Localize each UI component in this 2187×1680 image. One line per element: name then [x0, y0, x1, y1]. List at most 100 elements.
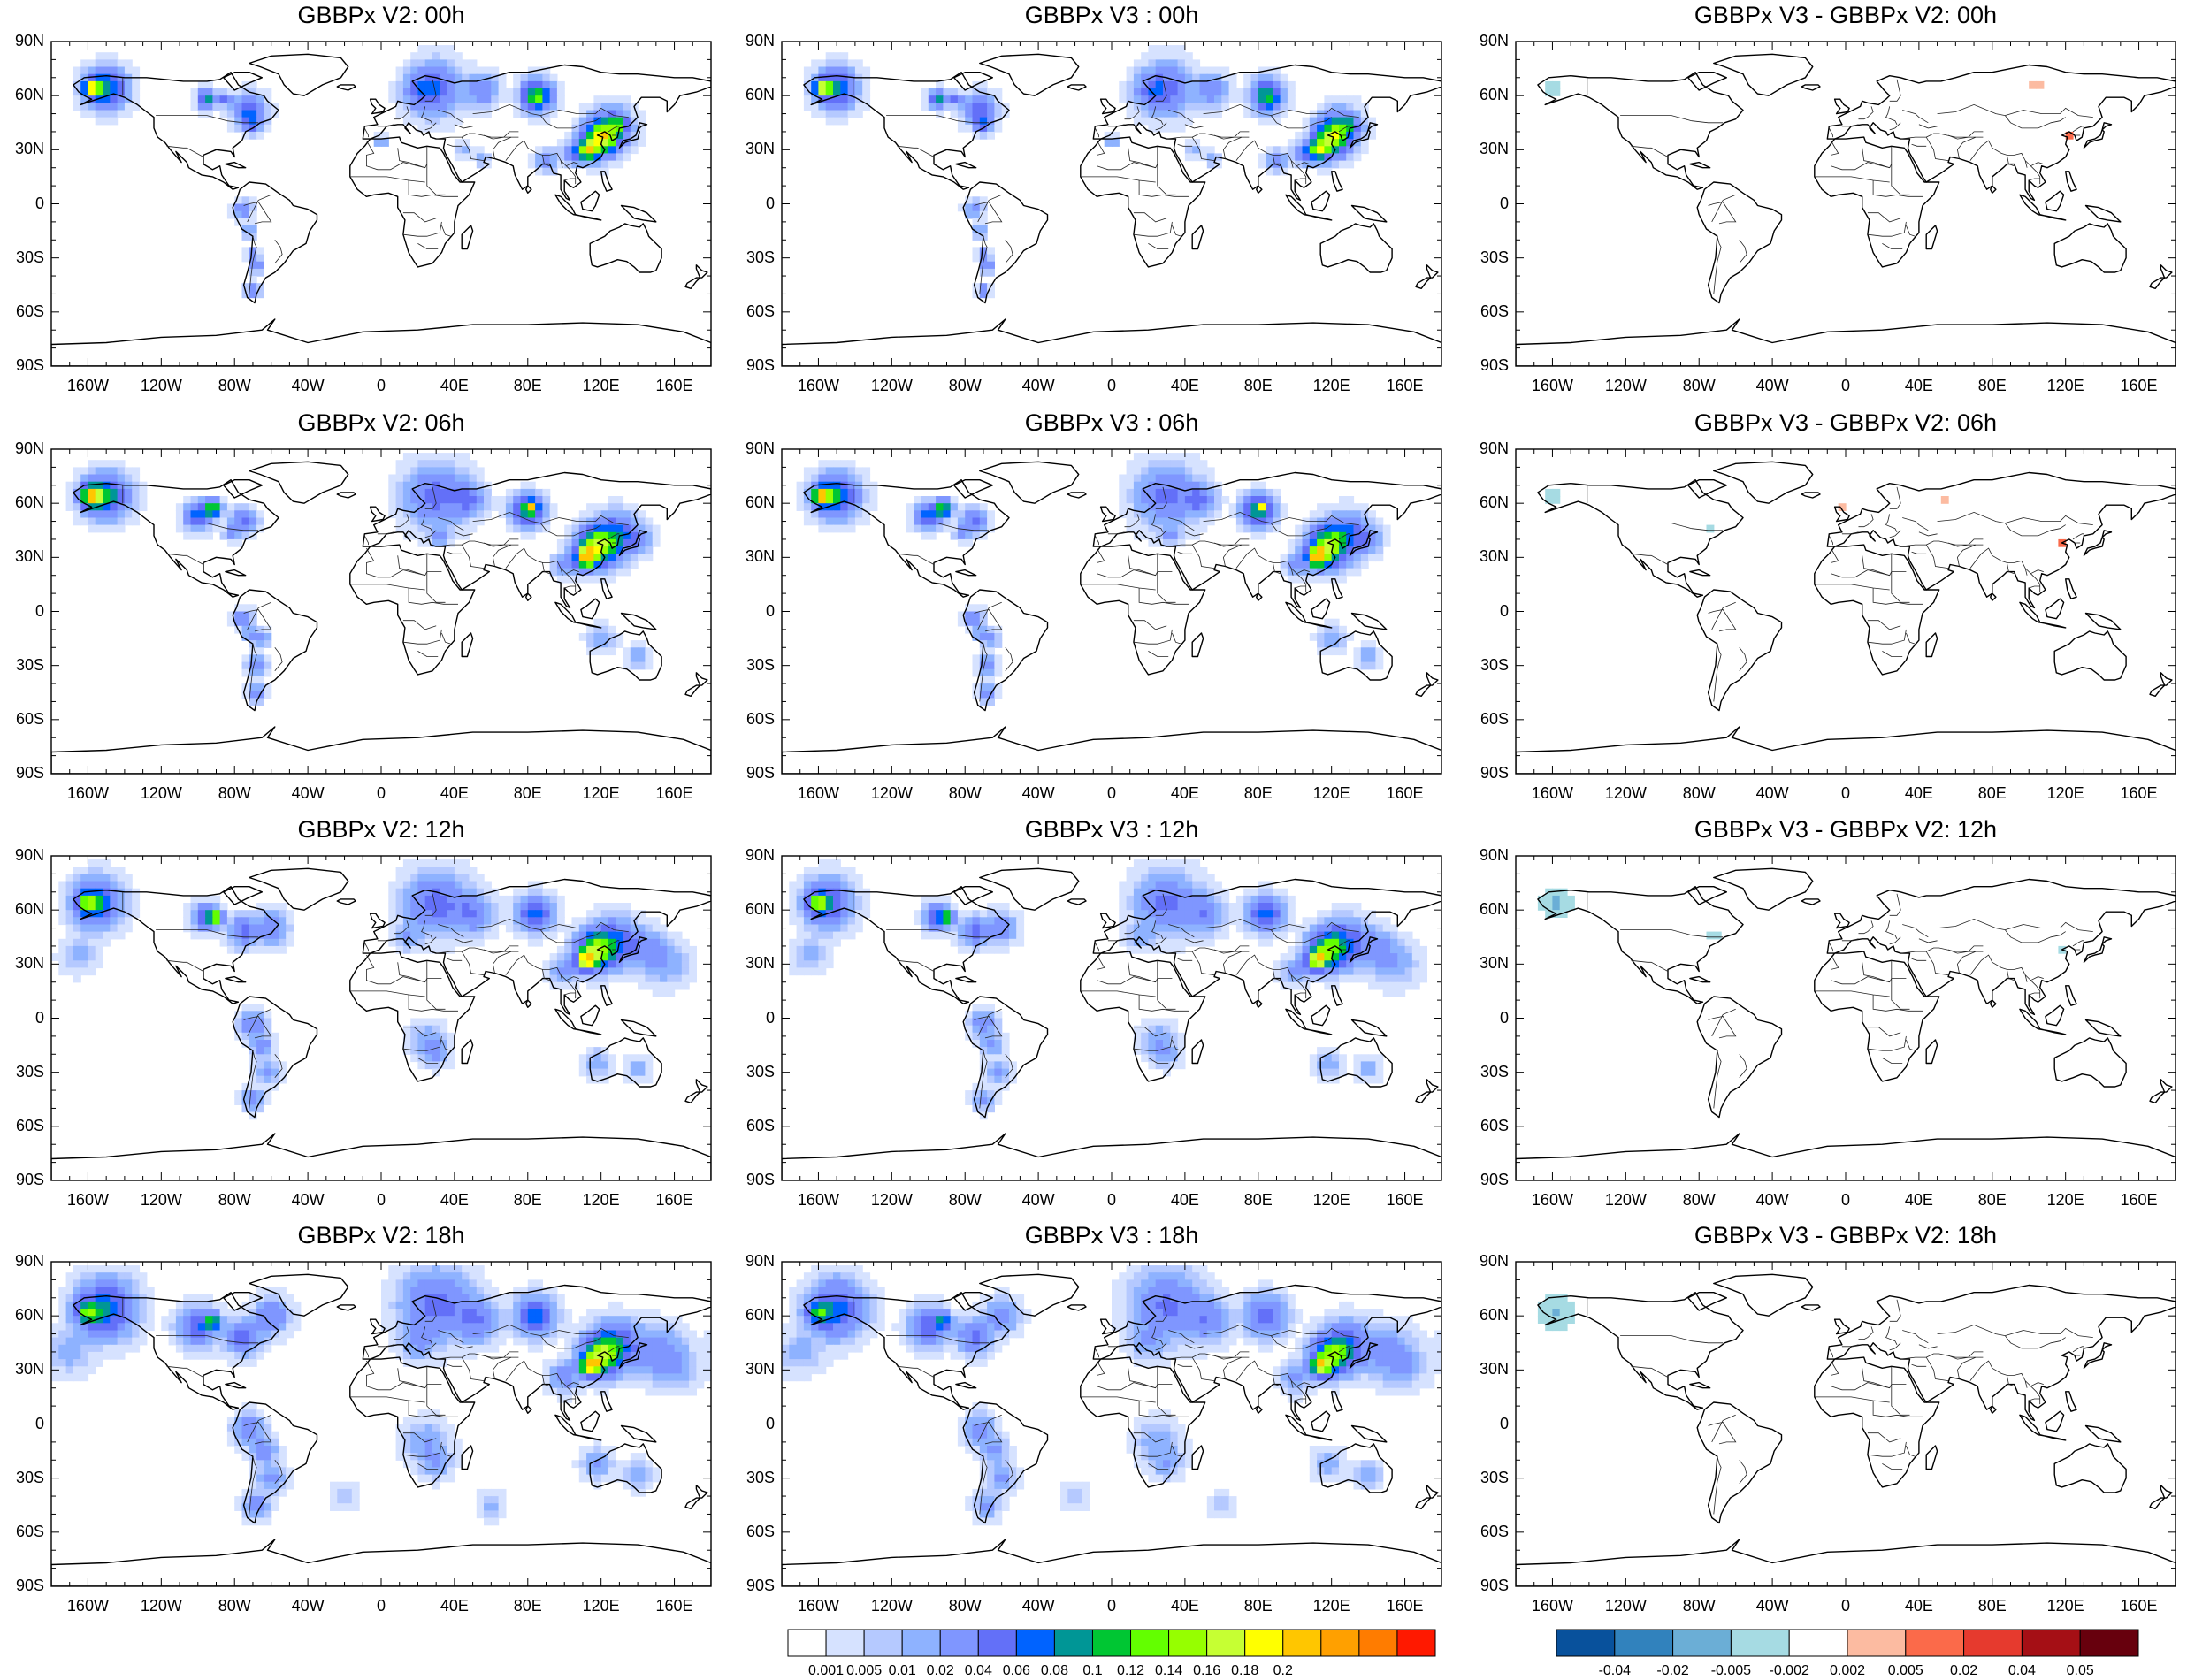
field-cell: [972, 503, 981, 511]
lon-tick-label: 120W: [140, 784, 182, 802]
field-cell: [1266, 931, 1273, 940]
field-cell: [796, 953, 805, 961]
field-cell: [1126, 945, 1135, 954]
field-cell: [80, 945, 89, 954]
field-cell: [1397, 945, 1406, 954]
field-cell: [1126, 103, 1135, 111]
field-cell: [1199, 888, 1208, 897]
field-cell: [432, 1272, 440, 1280]
field-cell: [950, 910, 959, 918]
field-cell: [168, 1316, 177, 1324]
field-cell: [2065, 131, 2074, 140]
field-cell: [402, 110, 411, 118]
field-cell: [65, 481, 74, 490]
field-cell: [1141, 1040, 1150, 1048]
field-cell: [616, 561, 624, 569]
field-cell: [1184, 524, 1193, 533]
field-cell: [432, 117, 440, 126]
field-cell: [571, 524, 580, 533]
field-cell: [623, 139, 631, 147]
field-cell: [513, 1287, 522, 1295]
field-cell: [825, 945, 834, 954]
field-cell: [1360, 110, 1369, 118]
border-line: [1213, 131, 1250, 140]
field-cell: [840, 103, 849, 111]
field-cell: [73, 1272, 81, 1280]
field-cell: [803, 945, 812, 954]
coastline-iceland: [336, 898, 356, 905]
field-cell: [854, 467, 863, 476]
field-cell: [796, 496, 805, 504]
field-cell: [957, 124, 966, 133]
field-cell: [645, 661, 654, 670]
field-cell: [1266, 524, 1273, 533]
field-cell: [417, 938, 426, 947]
field-cell: [103, 874, 111, 882]
field-cell: [630, 960, 639, 969]
field-cell: [175, 1330, 184, 1339]
border-line: [1858, 106, 1874, 120]
field-cell: [578, 1061, 587, 1070]
field-cell: [1331, 974, 1340, 983]
field-cell: [124, 924, 133, 933]
field-cell: [88, 895, 96, 904]
border-line: [1831, 547, 1907, 578]
field-cell: [652, 960, 661, 969]
field-cell: [95, 73, 103, 82]
field-cell: [825, 881, 834, 890]
field-cell: [117, 917, 126, 926]
field-cell: [1243, 110, 1252, 118]
field-cell: [80, 1337, 89, 1346]
field-cell: [65, 1279, 74, 1288]
coastline-north-america: [1537, 72, 1744, 190]
field-cell: [1324, 960, 1333, 969]
field-cell: [608, 153, 616, 162]
field-cell: [110, 1330, 119, 1339]
field-cell: [205, 1316, 213, 1324]
field-cell: [972, 247, 981, 256]
field-cell: [660, 989, 668, 997]
border-line: [1713, 236, 1722, 294]
field-cell: [652, 531, 661, 540]
field-cell: [1206, 467, 1215, 476]
map-panel: [50, 448, 712, 775]
field-cell: [417, 510, 426, 519]
field-cell: [454, 1330, 463, 1339]
field-cell: [608, 575, 616, 584]
field-cell: [447, 488, 455, 497]
border-line: [1192, 540, 1250, 546]
field-cell: [498, 510, 507, 519]
field-cell: [811, 488, 820, 497]
border-line: [1911, 551, 1927, 554]
field-cell: [616, 1330, 624, 1339]
field-cell: [1206, 517, 1215, 526]
field-cell: [271, 1061, 279, 1070]
field-cell: [190, 895, 199, 904]
field-cell: [279, 1337, 287, 1346]
field-cell: [58, 903, 67, 911]
lon-tick-label: 0: [1840, 377, 1850, 394]
field-cell: [825, 931, 834, 940]
field-cell: [432, 510, 440, 519]
field-cell: [395, 903, 404, 911]
field-cell: [994, 1011, 1003, 1019]
field-cell: [1177, 888, 1186, 897]
field-cell: [847, 903, 856, 911]
field-cell: [803, 874, 812, 882]
field-cell: [476, 110, 485, 118]
field-cell: [549, 888, 558, 897]
field-cell: [556, 538, 565, 547]
field-cell: [256, 110, 264, 118]
field-cell: [402, 453, 411, 461]
field-cell: [578, 931, 587, 940]
border-line: [472, 103, 541, 116]
field-cell: [175, 1316, 184, 1324]
lon-tick-label: 40E: [440, 1191, 469, 1209]
coastline-greenland: [979, 461, 1080, 504]
field-cell: [95, 960, 103, 969]
field-cell: [1353, 974, 1362, 983]
field-cell: [1214, 881, 1222, 890]
field-cell: [424, 453, 433, 461]
field-cell: [476, 160, 485, 169]
border-line: [1937, 103, 2006, 116]
